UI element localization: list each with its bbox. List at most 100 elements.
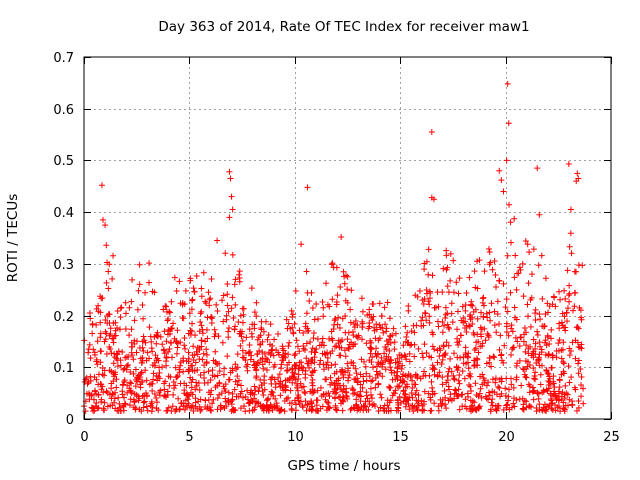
data-point [281,397,288,404]
data-point [86,396,93,403]
data-point [181,406,188,413]
data-point [118,304,125,311]
data-point [167,374,174,381]
data-point [412,391,419,398]
data-point [116,404,123,411]
data-point [407,342,414,349]
y-tick-label: 0 [66,413,74,428]
data-point [422,310,429,317]
data-point [111,332,118,339]
data-point [295,397,302,404]
data-point [200,350,207,357]
data-point [548,400,555,407]
data-point [85,349,92,356]
data-point [317,357,324,364]
data-point [370,313,377,320]
data-point [469,321,476,328]
data-point [525,313,532,320]
data-point [456,372,463,379]
y-tick-label: 0.1 [53,361,74,376]
data-point [283,316,290,323]
data-point [478,326,485,333]
data-point [238,382,245,389]
data-point [513,362,520,369]
data-point [113,376,120,383]
data-point [206,389,213,396]
data-point [481,379,488,386]
data-point [339,407,346,414]
data-point [267,321,274,328]
data-point [265,404,272,411]
data-point [480,313,487,320]
data-point [302,371,309,378]
data-point [303,340,310,347]
data-point [431,400,438,407]
data-point [504,80,511,87]
data-point [454,308,461,315]
y-tick-label: 0.5 [53,154,74,169]
data-point [426,295,433,302]
data-point [128,326,135,333]
data-point [491,258,498,265]
data-point [251,391,258,398]
data-point [443,339,450,346]
data-point [269,389,276,396]
data-point [357,406,364,413]
data-point [419,350,426,357]
data-point [256,347,263,354]
data-point [128,298,135,305]
data-point [481,377,488,384]
data-point [421,296,428,303]
data-point [502,385,509,392]
data-point [237,342,244,349]
data-point [127,387,134,394]
data-point [148,408,155,415]
data-point [186,310,193,317]
data-point [444,321,451,328]
data-point [122,310,129,317]
data-point [575,404,582,411]
data-point [373,326,380,333]
data-point [181,342,188,349]
data-point [504,308,511,315]
data-point [453,363,460,370]
data-point [432,304,439,311]
data-point [258,326,265,333]
data-point [294,382,301,389]
data-point [192,386,199,393]
data-point [276,380,283,387]
data-point [381,350,388,357]
data-point [199,330,206,337]
data-point [187,362,194,369]
data-point [153,372,160,379]
data-point [235,377,242,384]
data-point [536,311,543,318]
data-point [392,330,399,337]
data-point [254,360,261,367]
data-point [536,339,543,346]
data-point [423,317,430,324]
data-point [346,372,353,379]
data-point [401,390,408,397]
data-point [247,356,254,363]
data-point [288,405,295,412]
data-point [286,400,293,407]
data-point [489,396,496,403]
data-point [236,268,243,275]
data-point [578,382,585,389]
data-point [359,336,366,343]
data-point [119,349,126,356]
data-point [427,394,434,401]
data-point [225,389,232,396]
data-point [470,329,477,336]
data-point [288,366,295,373]
data-point [320,313,327,320]
data-point [331,370,338,377]
data-point [557,296,564,303]
data-point [536,362,543,369]
data-point [251,404,258,411]
data-point [235,319,242,326]
data-point [139,301,146,308]
data-point [276,371,283,378]
data-point [149,387,156,394]
